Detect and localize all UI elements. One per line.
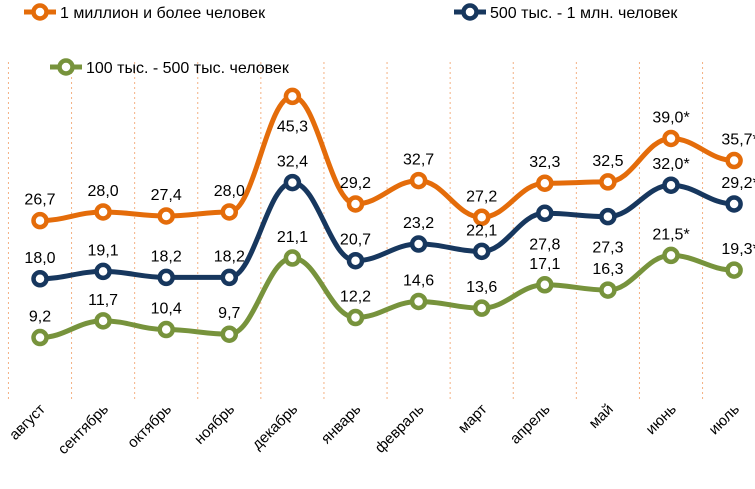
- data-point: [220, 203, 239, 221]
- legend-item-2: 100 тыс. - 500 тыс. человек: [50, 58, 290, 77]
- data-point: [94, 262, 112, 281]
- x-tick-label: ноябрь: [191, 401, 238, 448]
- legend-label: 500 тыс. - 1 млн. человек: [490, 5, 678, 22]
- x-tick-label: октябрь: [124, 401, 175, 452]
- data-point: [94, 203, 112, 221]
- data-label: 11,7: [88, 292, 118, 309]
- data-point: [725, 261, 743, 279]
- data-label: 20,7: [340, 232, 371, 249]
- data-label: 35,7*: [721, 132, 755, 149]
- data-label: 9,2: [29, 309, 51, 326]
- x-tick-label: август: [6, 401, 49, 444]
- data-label: 28,0: [214, 183, 245, 200]
- data-label: 18,2: [214, 248, 245, 265]
- data-label: 13,6: [466, 279, 497, 296]
- data-label: 21,5*: [652, 226, 689, 243]
- data-point: [536, 204, 554, 223]
- data-point: [472, 242, 491, 261]
- data-label: 27,3: [592, 240, 623, 257]
- data-point: [220, 325, 239, 343]
- data-label: 14,6: [403, 272, 434, 289]
- data-label: 16,3: [592, 261, 623, 278]
- data-point: [346, 308, 365, 327]
- x-tick-label: сентябрь: [55, 401, 112, 458]
- x-tick-label: июнь: [643, 401, 680, 438]
- data-point: [472, 299, 491, 317]
- data-point: [220, 268, 239, 287]
- legend-label: 100 тыс. - 500 тыс. человек: [86, 60, 290, 77]
- data-point: [31, 328, 49, 347]
- data-point: [536, 174, 554, 192]
- data-label: 29,2: [340, 175, 371, 192]
- data-label: 18,0: [24, 250, 55, 267]
- data-label: 18,2: [151, 248, 182, 265]
- data-point: [94, 312, 112, 330]
- data-point: [725, 195, 743, 213]
- data-label: 23,2: [403, 215, 434, 232]
- data-label: 29,2*: [721, 175, 755, 192]
- data-label: 39,0*: [652, 109, 689, 126]
- data-point: [283, 249, 302, 267]
- x-tick-label: январь: [318, 401, 365, 448]
- data-label: 32,4: [277, 154, 308, 171]
- data-point: [409, 235, 428, 253]
- legend-marker-icon: [31, 3, 49, 21]
- series-line: [39, 180, 735, 282]
- data-label: 27,4: [151, 187, 182, 204]
- data-label: 27,8: [529, 236, 560, 253]
- data-point: [662, 176, 680, 194]
- legend-item-1: 500 тыс. - 1 млн. человек: [454, 3, 678, 22]
- data-label: 21,1: [277, 229, 308, 246]
- x-tick-label: февраль: [372, 401, 428, 457]
- data-label: 9,7: [218, 305, 240, 322]
- data-label: 32,0*: [652, 156, 689, 173]
- data-point: [283, 173, 302, 192]
- data-label: 45,3: [277, 118, 308, 135]
- x-tick-label: декабрь: [249, 401, 302, 454]
- data-label: 32,5: [592, 153, 623, 170]
- data-label: 17,1: [529, 256, 560, 273]
- data-point: [31, 211, 49, 230]
- data-point: [472, 208, 491, 227]
- data-label: 32,3: [529, 154, 560, 171]
- x-tick-label: июль: [706, 401, 744, 439]
- data-label: 10,4: [151, 301, 182, 318]
- data-point: [536, 276, 554, 294]
- data-label: 32,7: [403, 152, 434, 169]
- x-tick-label: март: [455, 401, 491, 437]
- data-point: [346, 251, 365, 270]
- series-2: 9,2 11,7 10,4 9,7 21,1 12,2 14,6 13,6 17,1 16,3 21…: [29, 226, 755, 347]
- legend-label: 1 миллион и более человек: [60, 5, 266, 22]
- data-point: [31, 270, 49, 288]
- data-label: 26,7: [24, 192, 55, 209]
- data-label: 27,2: [466, 188, 497, 205]
- x-tick-label: апрель: [507, 401, 554, 448]
- data-point: [662, 246, 680, 265]
- data-label: 19,3*: [721, 241, 755, 258]
- data-point: [599, 281, 617, 299]
- x-tick-label: май: [586, 401, 617, 432]
- data-point: [599, 207, 617, 226]
- data-point: [599, 173, 617, 191]
- data-label: 22,1: [466, 222, 497, 239]
- data-point: [725, 151, 743, 170]
- data-point: [283, 87, 302, 106]
- data-label: 12,2: [340, 289, 371, 306]
- series-1: 18,0 19,1 18,2 18,2 32,4 20,7 23,2 22,1 27,8 27,3…: [24, 154, 755, 288]
- data-label: 19,1: [88, 242, 119, 259]
- legend-marker-icon: [461, 3, 479, 21]
- data-point: [409, 292, 428, 311]
- data-point: [157, 207, 175, 225]
- legend-marker-icon: [57, 58, 75, 76]
- legend-item-0: 1 миллион и более человек: [24, 3, 266, 22]
- data-point: [157, 320, 175, 339]
- data-point: [157, 268, 175, 287]
- data-point: [662, 129, 680, 148]
- data-point: [409, 171, 428, 190]
- data-label: 28,0: [88, 183, 119, 200]
- data-point: [346, 195, 365, 213]
- series-0: 26,7 28,0 27,4 28,0 45,3 29,2 32,7 27,2 32,3 32,5…: [24, 87, 755, 230]
